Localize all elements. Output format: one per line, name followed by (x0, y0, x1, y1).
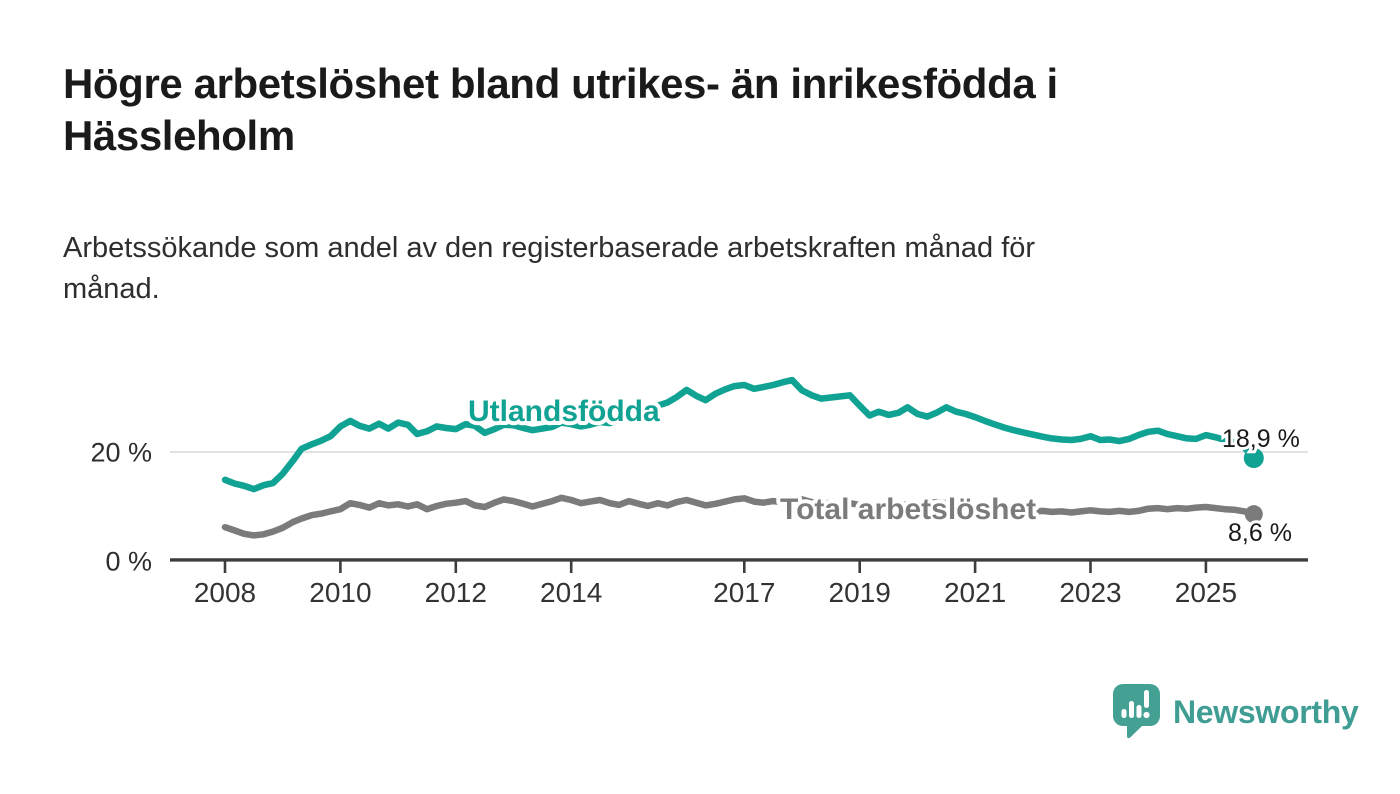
x-tick-label: 2017 (713, 577, 775, 608)
series-line-utlandsfodda (221, 376, 1258, 493)
series-label-total-arbetsloshet: Total arbetslöshet (780, 493, 1036, 526)
x-tick-label: 2019 (829, 577, 891, 608)
page-title: Högre arbetslöshet bland utrikes- än inr… (63, 60, 1058, 160)
series-end-dot-utlandsfodda (1243, 447, 1264, 468)
series-end-value-utlandsfodda: 18,9 % (1222, 425, 1300, 453)
series-label-utlandsfodda: Utlandsfödda (468, 395, 660, 428)
series-end-dot-total-arbetsloshet (1244, 505, 1263, 524)
x-tick-label: 2010 (309, 577, 371, 608)
y-tick-label: 0 % (105, 547, 152, 577)
series-end-value-total-arbetsloshet: 8,6 % (1228, 519, 1292, 547)
x-tick-label: 2008 (194, 577, 256, 608)
newsworthy-logo: Newsworthy (1113, 684, 1359, 739)
x-tick-label: 2023 (1059, 577, 1121, 608)
bar-chart-speech-bubble-icon (1113, 684, 1160, 739)
x-tick-label: 2014 (540, 577, 602, 608)
newsworthy-logo-text: Newsworthy (1173, 693, 1359, 730)
y-tick-label: 20 % (90, 438, 152, 468)
series-line-total-arbetsloshet (221, 494, 1258, 539)
x-tick-label: 2012 (425, 577, 487, 608)
x-tick-label: 2025 (1175, 577, 1237, 608)
page-subtitle: Arbetssökande som andel av den registerb… (63, 232, 1036, 305)
x-tick-label: 2021 (944, 577, 1006, 608)
